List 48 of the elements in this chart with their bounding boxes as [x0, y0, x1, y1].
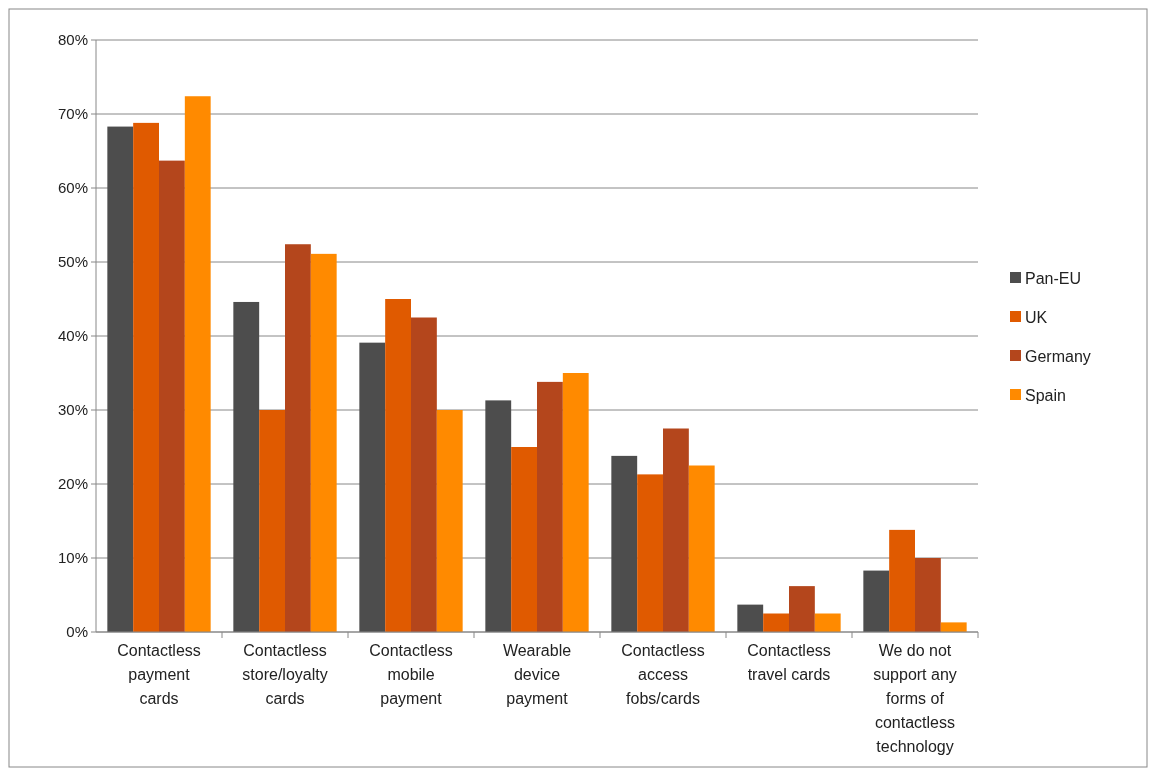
bar [688, 465, 715, 632]
y-tick-label: 60% [57, 179, 88, 197]
bar [863, 570, 890, 632]
bar [184, 96, 211, 632]
legend-label: Spain [1025, 386, 1066, 404]
y-tick-label: 10% [57, 549, 88, 567]
bar [663, 428, 689, 632]
legend-label: UK [1025, 308, 1048, 326]
bar [763, 613, 789, 632]
x-tick-label: Contactless mobile payment [369, 642, 453, 707]
y-tick-label: 80% [57, 31, 88, 49]
x-tick-label: Contactless access fobs/cards [621, 642, 705, 707]
bar [737, 604, 764, 632]
bar [107, 126, 134, 632]
bar [814, 613, 841, 632]
x-tick-label: Contactless store/loyalty cards [242, 642, 328, 707]
legend-label: Pan-EU [1025, 269, 1082, 287]
bar [233, 301, 260, 632]
bar [789, 586, 815, 632]
bar [637, 474, 663, 632]
x-tick-label: Wearable device payment [502, 642, 572, 707]
bar [259, 410, 285, 632]
y-tick-label: 40% [57, 327, 88, 345]
y-tick-label: 30% [57, 401, 88, 419]
bar [159, 160, 185, 632]
bar [889, 529, 915, 632]
bar [385, 299, 411, 632]
y-tick-label: 50% [57, 253, 88, 271]
y-tick-label: 20% [57, 475, 88, 493]
bar [310, 253, 337, 632]
x-tick-label: Contactless travel cards [747, 642, 831, 683]
bar [611, 455, 638, 632]
bar [411, 317, 437, 632]
bar [485, 400, 512, 632]
bar [133, 122, 159, 632]
bar [359, 342, 386, 632]
x-tick-label: Contactless payment cards [117, 642, 201, 707]
bar [562, 373, 589, 632]
bar [915, 558, 941, 632]
bar [285, 244, 311, 632]
x-tick-label: We do not support any forms of contactless technology [873, 642, 957, 755]
y-tick-label: 0% [66, 623, 88, 641]
bar [436, 410, 463, 632]
bar [940, 622, 967, 632]
y-tick-label: 70% [57, 105, 88, 123]
bar [537, 381, 563, 632]
bar [511, 447, 537, 632]
legend-label: Germany [1025, 347, 1091, 365]
